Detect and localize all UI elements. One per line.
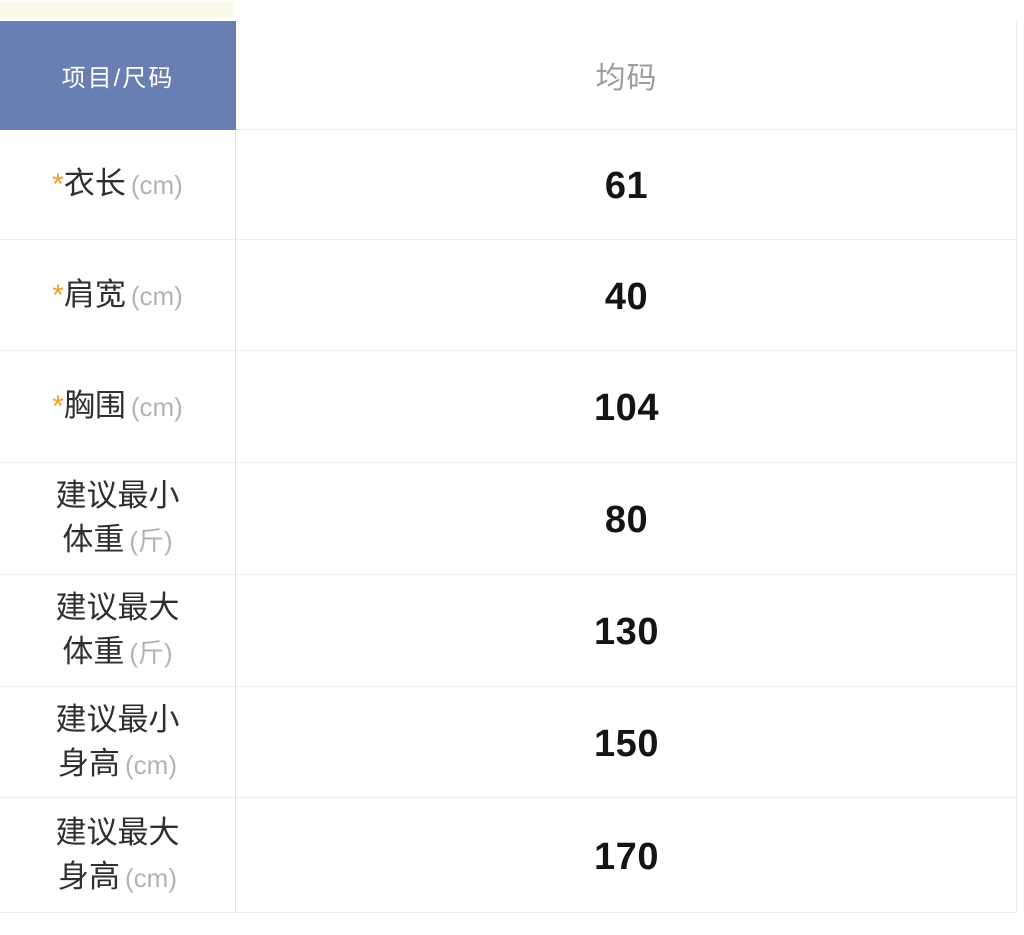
- top-left-artifact-strip: [0, 2, 233, 17]
- row-label: 体重: [62, 634, 125, 669]
- row-label: 胸围: [63, 388, 126, 423]
- required-asterisk: *: [52, 278, 64, 312]
- table-row: 建议最小 体重 (斤) 80: [0, 463, 1017, 575]
- row-label-cell: *衣长 (cm): [0, 130, 236, 239]
- required-asterisk: *: [52, 390, 64, 423]
- row-label-line1: 建议最小: [55, 701, 180, 737]
- size-chart-table: 项目/尺码 均码 *衣长 (cm) 61 *肩宽 (cm) 40 *胸围 (cm) 1…: [0, 21, 1017, 913]
- row-value: 150: [594, 722, 659, 765]
- row-value-cell: 61: [236, 130, 1017, 239]
- row-label: 体重: [62, 522, 125, 557]
- table-row: 建议最小 身高 (cm) 150: [0, 687, 1017, 798]
- size-column-header-cell: 均码: [236, 21, 1017, 130]
- row-value-cell: 80: [236, 463, 1017, 574]
- table-row: 建议最大 体重 (斤) 130: [0, 575, 1017, 687]
- row-unit: (cm): [130, 280, 183, 311]
- table-header-row: 项目/尺码 均码: [0, 21, 1017, 130]
- row-value-cell: 150: [236, 687, 1017, 797]
- row-value: 130: [594, 611, 659, 653]
- row-label-cell: 建议最大 身高 (cm): [0, 798, 236, 912]
- row-label: 身高: [58, 858, 120, 894]
- row-value-cell: 170: [236, 798, 1017, 912]
- table-row: 建议最大 身高 (cm) 170: [0, 798, 1017, 913]
- row-label-line2: 体重 (斤): [62, 630, 172, 675]
- row-value: 104: [594, 387, 659, 429]
- row-label-cell: 建议最小 身高 (cm): [0, 687, 236, 797]
- table-row: *胸围 (cm) 104: [0, 351, 1017, 463]
- row-value: 80: [604, 499, 649, 541]
- row-unit: (斤): [129, 638, 173, 668]
- table-row: *衣长 (cm) 61: [0, 130, 1017, 240]
- table-right-border: [1016, 21, 1017, 913]
- row-label: 肩宽: [63, 276, 126, 312]
- corner-header-cell: 项目/尺码: [0, 21, 236, 130]
- size-column-header-label: 均码: [595, 62, 658, 95]
- row-label-line2: *胸围 (cm): [52, 384, 183, 429]
- row-unit: (cm): [125, 862, 177, 893]
- row-value: 170: [594, 835, 659, 878]
- row-label-line2: 身高 (cm): [58, 742, 177, 787]
- row-label-line1: 建议最小: [55, 478, 180, 513]
- row-label-line2: *肩宽 (cm): [52, 273, 183, 318]
- row-label-cell: *肩宽 (cm): [0, 240, 236, 350]
- row-label-cell: *胸围 (cm): [0, 351, 236, 462]
- row-label-line1: 建议最大: [55, 814, 180, 850]
- row-value-cell: 130: [236, 575, 1017, 686]
- row-label-cell: 建议最小 体重 (斤): [0, 463, 236, 574]
- row-label-line2: 身高 (cm): [58, 855, 177, 900]
- row-value-cell: 40: [236, 240, 1017, 350]
- corner-header-label: 项目/尺码: [61, 65, 175, 92]
- required-asterisk: *: [52, 168, 64, 201]
- row-label-line1: 建议最大: [55, 590, 180, 625]
- row-label-line2: 体重 (斤): [62, 518, 172, 563]
- row-unit: (cm): [125, 749, 177, 780]
- row-label: 衣长: [63, 166, 126, 201]
- row-value: 40: [604, 275, 649, 318]
- row-unit: (cm): [130, 170, 183, 200]
- row-value-cell: 104: [236, 351, 1017, 462]
- row-label: 身高: [58, 745, 120, 781]
- row-label-cell: 建议最大 体重 (斤): [0, 575, 236, 686]
- row-unit: (cm): [130, 392, 183, 422]
- row-unit: (斤): [129, 526, 173, 556]
- table-row: *肩宽 (cm) 40: [0, 240, 1017, 351]
- row-value: 61: [604, 165, 649, 207]
- row-label-line2: *衣长 (cm): [52, 162, 183, 207]
